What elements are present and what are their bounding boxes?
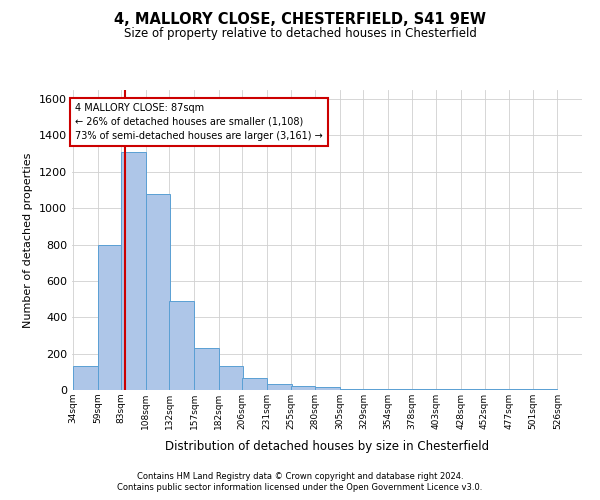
Bar [509,389,534,390]
Text: 4 MALLORY CLOSE: 87sqm
← 26% of detached houses are smaller (1,108)
73% of semi-: 4 MALLORY CLOSE: 87sqm ← 26% of detached… [75,102,323,141]
Text: 4, MALLORY CLOSE, CHESTERFIELD, S41 9EW: 4, MALLORY CLOSE, CHESTERFIELD, S41 9EW [114,12,486,28]
Bar [98,244,122,390]
Text: Contains public sector information licensed under the Open Government Licence v3: Contains public sector information licen… [118,484,482,492]
Bar [412,389,436,390]
Bar [267,384,292,390]
Bar [485,389,509,390]
Bar [121,152,146,390]
Bar [146,194,170,390]
Bar [73,366,98,390]
X-axis label: Distribution of detached houses by size in Chesterfield: Distribution of detached houses by size … [165,440,489,454]
Bar [461,389,485,390]
Bar [218,366,244,390]
Y-axis label: Number of detached properties: Number of detached properties [23,152,34,328]
Bar [364,389,388,390]
Text: Size of property relative to detached houses in Chesterfield: Size of property relative to detached ho… [124,28,476,40]
Bar [388,389,413,390]
Bar [242,378,267,390]
Bar [194,348,218,390]
Bar [315,388,340,390]
Bar [436,389,461,390]
Text: Contains HM Land Registry data © Crown copyright and database right 2024.: Contains HM Land Registry data © Crown c… [137,472,463,481]
Bar [169,301,194,390]
Bar [533,389,557,390]
Bar [290,386,315,390]
Bar [340,389,364,390]
